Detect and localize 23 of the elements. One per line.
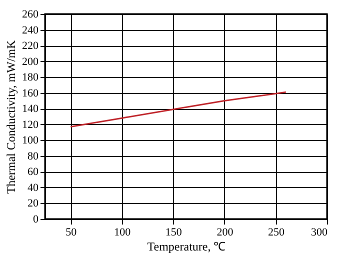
y-tick-label: 240 <box>22 24 39 36</box>
y-tick-label: 20 <box>28 198 39 210</box>
y-tick-label: 160 <box>22 87 39 100</box>
x-tick-label: 100 <box>114 226 132 238</box>
x-tick-label: 200 <box>216 226 234 238</box>
x-tick-label: 50 <box>66 226 78 238</box>
line-series <box>70 91 287 128</box>
x-tick-label: 300 <box>311 226 328 238</box>
y-tick-label: 140 <box>22 103 39 116</box>
x-tick-label: 150 <box>165 226 182 238</box>
y-axis-title: Thermal Conductivity, mW/mK <box>4 40 18 194</box>
y-tick-label: 40 <box>28 182 39 194</box>
y-tick-label: 80 <box>28 150 39 162</box>
x-tick-label: 250 <box>268 226 285 238</box>
y-tick-label: 200 <box>22 56 39 68</box>
y-tick-label: 220 <box>22 40 39 52</box>
x-axis-title: Temperature, ℃ <box>147 240 226 254</box>
y-tick-label: 180 <box>22 72 39 84</box>
y-tick-label: 260 <box>22 8 39 20</box>
y-tick-label: 100 <box>22 134 39 147</box>
y-tick-label: 120 <box>22 118 39 131</box>
y-tick-label: 60 <box>28 166 39 178</box>
y-tick-label: 0 <box>33 214 39 226</box>
